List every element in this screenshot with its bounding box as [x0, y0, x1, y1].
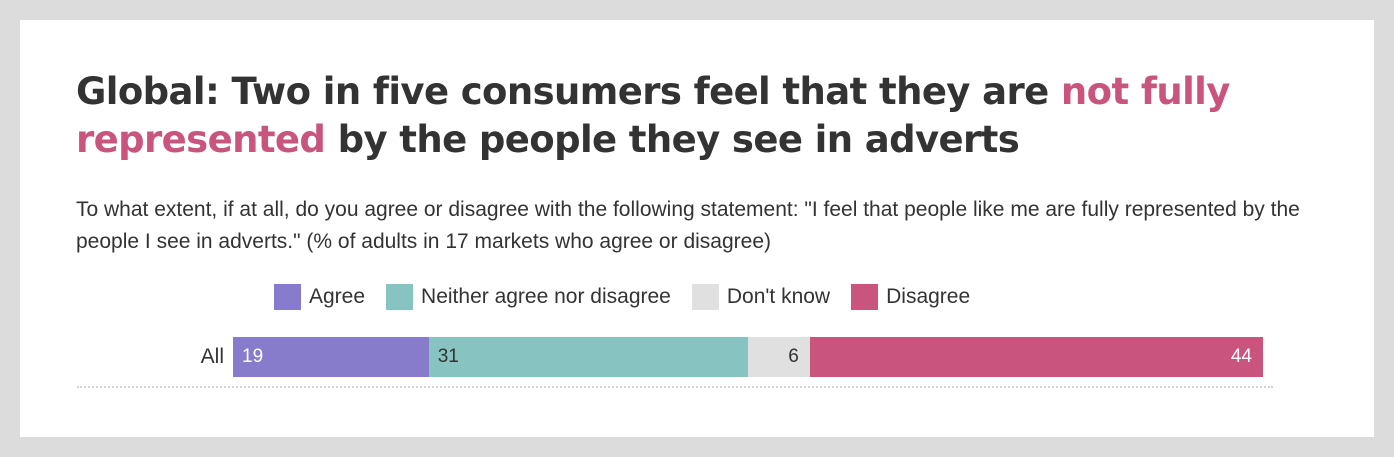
legend-swatch-agree: [274, 284, 301, 310]
title-highlight: not fully represented: [76, 70, 1230, 161]
legend-label: Disagree: [886, 285, 971, 308]
legend-item-disagree: Disagree: [851, 284, 970, 310]
title-part-2: by the people they see in adverts: [325, 118, 1020, 161]
chart-card: Global: Two in five consumers feel that …: [20, 20, 1374, 437]
legend-swatch-disagree: [851, 284, 879, 310]
legend-label: Don't know: [726, 285, 831, 308]
legend-swatch-neither: [386, 284, 414, 310]
bar-segment-agree: 19: [233, 337, 429, 377]
bar-segment-dont-know: 6: [747, 337, 810, 377]
legend-swatch-dont-know: [691, 284, 719, 310]
dotted-baseline: [77, 386, 1273, 388]
chart-subtitle: To what extent, if at all, do you agree …: [76, 198, 1300, 253]
legend-label: Neither agree nor disagree: [421, 285, 671, 308]
legend-item-agree: Agree: [274, 284, 365, 310]
legend-item-neither: Neither agree nor disagree: [386, 284, 671, 310]
legend-label: Agree: [309, 285, 366, 308]
stacked-bar-all: 19 31 6 44: [233, 337, 1263, 377]
chart-title: Global: Two in five consumers feel that …: [76, 68, 1306, 164]
title-part-1: Global: Two in five consumers feel that …: [76, 70, 1061, 113]
legend-item-dont-know: Don't know: [691, 284, 831, 310]
bar-segment-neither: 31: [428, 337, 748, 377]
bar-segment-disagree: 44: [809, 337, 1263, 377]
chart-legend: Agree Neither agree nor disagree Don't k…: [274, 284, 991, 310]
row-label-all: All: [200, 345, 224, 368]
